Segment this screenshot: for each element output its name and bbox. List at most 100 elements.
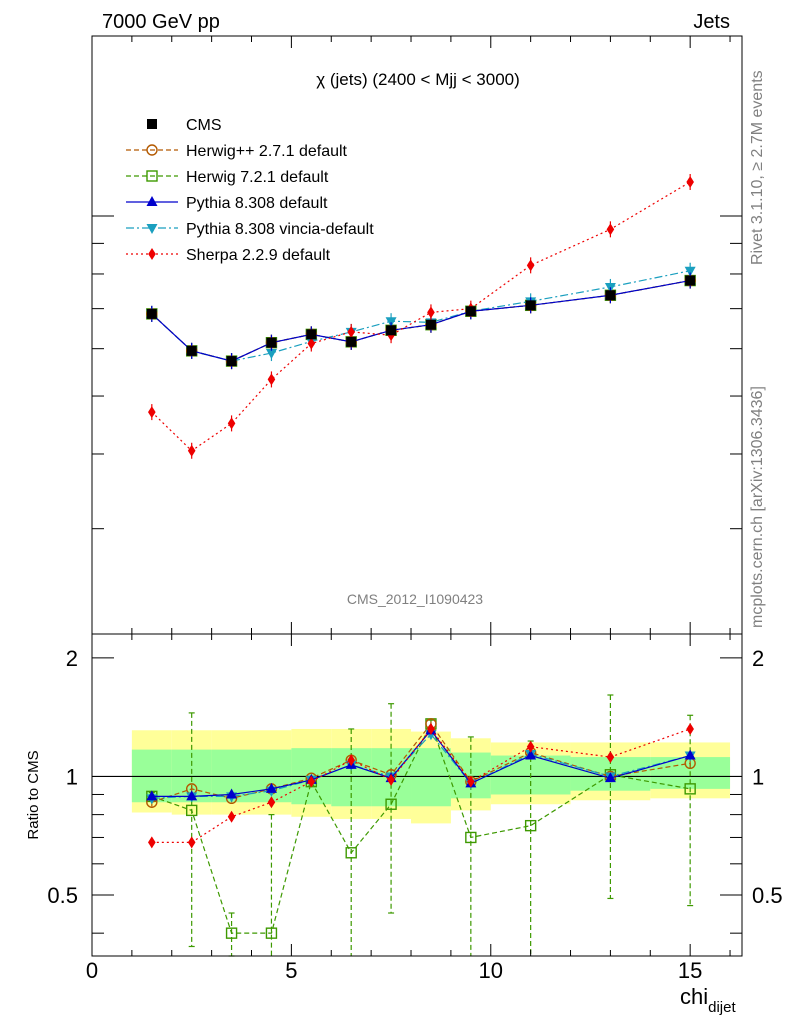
ratio-series-point — [265, 927, 278, 939]
ratio-series-point — [347, 754, 356, 767]
ratio-panel: 0.5 0.5 1 1 2 2 0 5 10 15 Ratio to CMS chidijet — [25, 633, 783, 1016]
ratio-series-point — [186, 790, 198, 801]
ratio-series-point — [265, 782, 277, 793]
cms-data-point — [525, 300, 536, 311]
ratio-y-axis-label: Ratio to CMS — [25, 750, 42, 839]
cms-data-point — [465, 306, 476, 317]
ratio-series-point — [148, 836, 156, 849]
ratio-x-tick-label: 10 — [479, 958, 503, 983]
analysis-id-label: CMS_2012_I1090423 — [347, 591, 483, 607]
ratio-series-point — [385, 798, 397, 810]
ratio-series-point — [604, 772, 616, 783]
legend-marker — [146, 224, 158, 234]
cms-data-point — [425, 319, 436, 330]
main-series — [146, 173, 696, 459]
ratio-y-tick-label-right: 2 — [752, 646, 764, 671]
ratio-series-point — [684, 783, 696, 795]
cms-data-point — [266, 337, 277, 348]
main-series-point — [385, 317, 397, 328]
legend-entry-label: Pythia 8.308 default — [186, 195, 328, 212]
ratio-ticks: 0.5 0.5 1 1 2 2 0 5 10 15 — [47, 634, 783, 983]
rivet-version-label: Rivet 3.1.10, ≥ 2.7M events — [749, 70, 766, 265]
ratio-series — [146, 694, 696, 957]
legend-entry-label: CMS — [186, 117, 222, 134]
ratio-series-line — [151, 722, 691, 934]
cms-data-point — [226, 356, 237, 367]
main-chart-title: χ (jets) (2400 < Mjj < 3000) — [316, 70, 520, 89]
x-axis-label-sub: dijet — [708, 999, 736, 1016]
header-right-label: Jets — [693, 11, 730, 33]
legend-marker — [148, 248, 156, 260]
main-series-point — [307, 337, 316, 350]
ratio-series-line — [151, 722, 691, 803]
ratio-y-tick-label: 2 — [66, 646, 78, 671]
header-left-label: 7000 GeV pp — [102, 11, 220, 33]
cms-data-point — [605, 290, 616, 301]
legend-entry-label: Sherpa 2.2.9 default — [186, 247, 331, 264]
cms-data-point — [306, 329, 317, 340]
ratio-series-point — [307, 775, 316, 788]
x-axis-label: chidijet — [680, 984, 736, 1016]
main-series-point — [347, 325, 356, 338]
ratio-series-point — [345, 847, 357, 859]
legend-entry-label: Pythia 8.308 vincia-default — [186, 221, 374, 238]
ratio-x-tick-label: 5 — [285, 958, 297, 983]
ratio-series-point — [226, 788, 238, 799]
ratio-series-point — [187, 836, 196, 849]
ratio-series-point — [467, 775, 475, 788]
ratio-y-tick-label: 0.5 — [47, 883, 78, 908]
ratio-series-point — [267, 796, 276, 809]
legend: CMS Herwig++ 2.7.1 default Herwig 7.2.1 de… — [126, 117, 374, 264]
ratio-x-tick-label: 0 — [86, 958, 98, 983]
legend-entry-label: Herwig 7.2.1 default — [186, 169, 329, 186]
main-series-point — [227, 417, 236, 430]
cms-data-point — [346, 336, 357, 347]
ratio-series-point — [525, 749, 537, 760]
legend-entry-label: Herwig++ 2.7.1 default — [186, 143, 348, 160]
ratio-series-line — [151, 733, 691, 799]
cms-data-point — [146, 308, 157, 319]
main-series-line — [151, 279, 691, 362]
ratio-series-line — [151, 729, 691, 797]
mcplots-reference-label: mcplots.cern.ch [arXiv:1306.3436] — [749, 386, 766, 628]
main-panel: χ (jets) (2400 < Mjj < 3000) CMS_2012_I1… — [91, 35, 743, 635]
main-series-point — [686, 175, 694, 188]
ratio-frame — [91, 633, 743, 957]
ratio-y-tick-label-right: 1 — [752, 764, 764, 789]
ratio-series-point — [427, 722, 435, 735]
cms-data-point — [685, 275, 696, 286]
x-axis-label-main: chi — [680, 984, 708, 1009]
legend-marker — [146, 144, 158, 156]
legend-marker — [147, 119, 157, 129]
main-series-point — [267, 373, 276, 386]
ratio-series-point — [465, 831, 477, 844]
ratio-series-point — [526, 740, 535, 753]
main-series-point — [606, 223, 615, 236]
ratio-series-point — [146, 790, 158, 801]
ratio-series-point — [686, 722, 694, 735]
cms-data-point — [386, 325, 397, 336]
ratio-series-point — [227, 810, 236, 823]
main-series-point — [427, 306, 435, 319]
legend-marker — [146, 170, 158, 182]
ratio-series-point — [606, 751, 615, 764]
ratio-y-tick-label: 1 — [66, 764, 78, 789]
main-series-point — [148, 406, 156, 419]
ratio-series-point — [524, 819, 537, 832]
legend-marker — [146, 196, 158, 206]
main-series-point — [187, 444, 196, 457]
ratio-band-green — [411, 748, 451, 807]
ratio-series-point — [185, 804, 198, 817]
ratio-uncertainty-bands — [92, 728, 742, 824]
main-series-point — [684, 266, 696, 277]
ratio-y-tick-label-right: 0.5 — [752, 883, 783, 908]
main-ticks — [91, 35, 742, 635]
ratio-series-point — [387, 773, 395, 786]
ratio-x-tick-label: 15 — [678, 958, 702, 983]
cms-data-point — [186, 345, 197, 356]
main-series-point — [265, 349, 277, 360]
main-series-point — [526, 259, 535, 272]
main-series-line — [151, 181, 691, 452]
ratio-series-point — [225, 927, 238, 939]
